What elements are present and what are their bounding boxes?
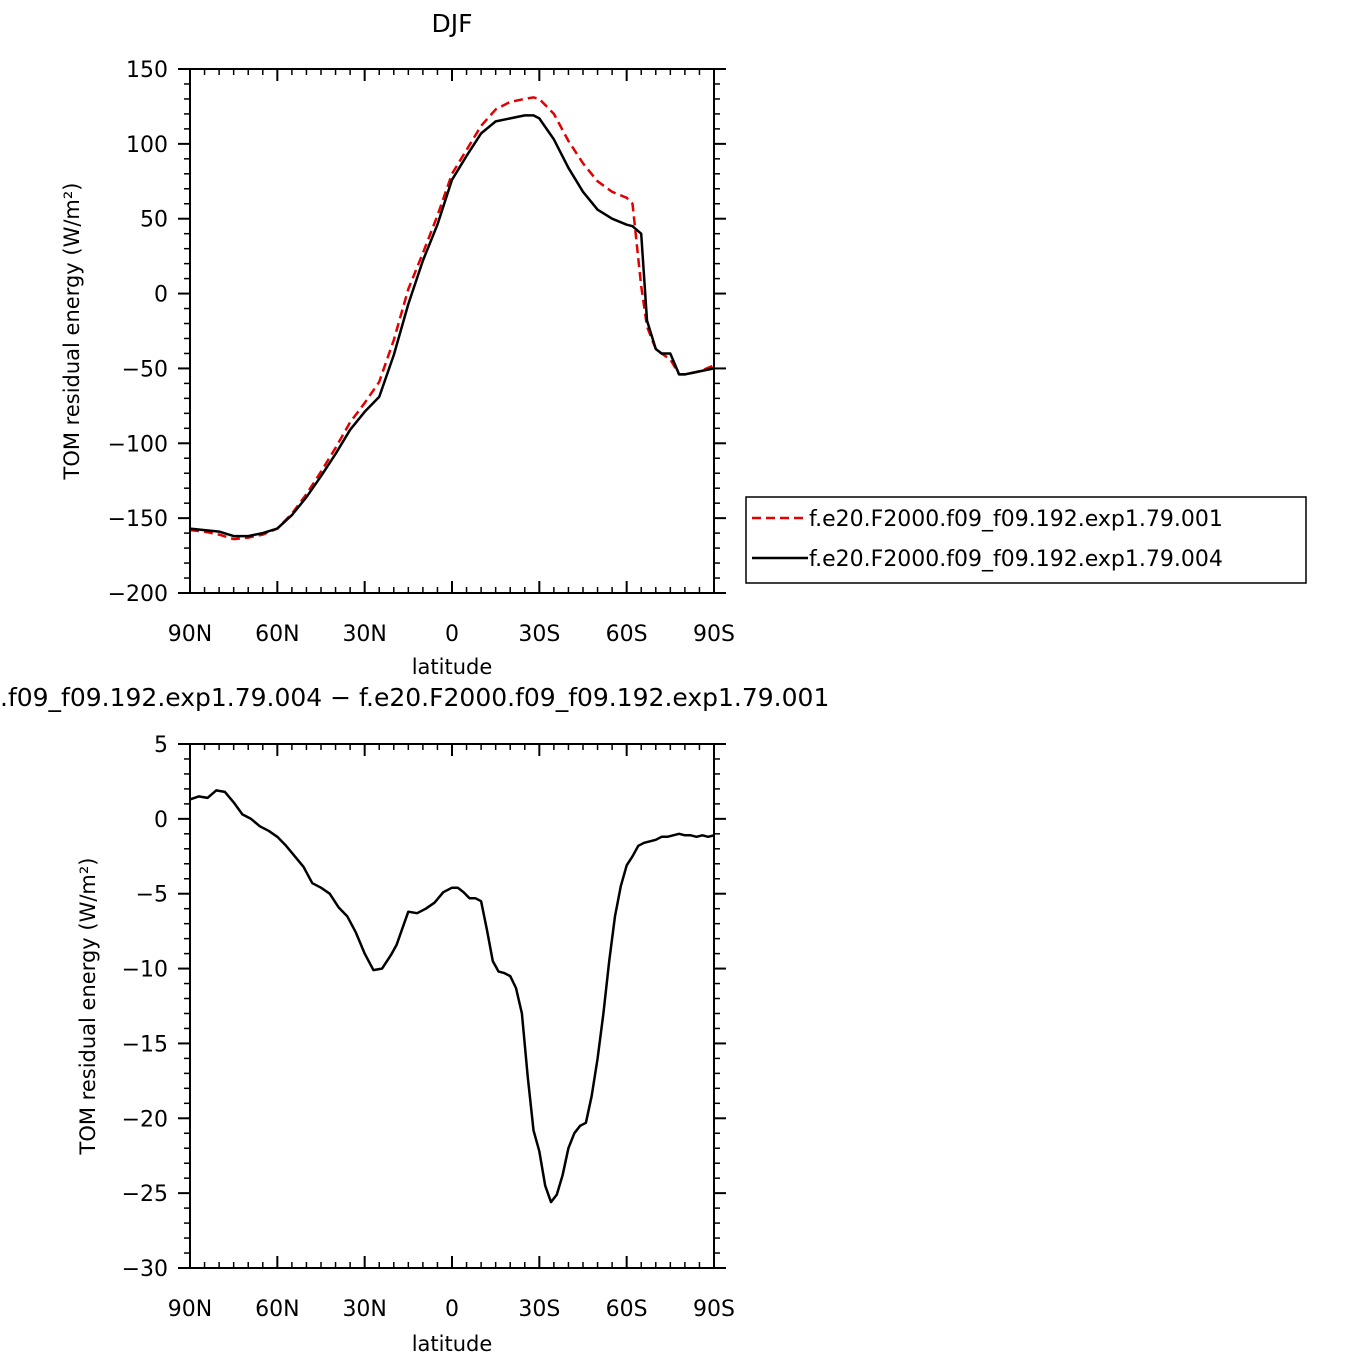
top-series-line-2 [189,114,715,538]
bottom-y-tick-label: 5 [154,733,168,758]
top-y-tick-label: −50 [122,357,168,382]
top-x-tick-label: 60N [255,622,299,647]
top-x-tick-label: 90N [168,622,212,647]
top-y-tick-label: 0 [154,283,168,308]
bottom-y-tick-label: −10 [122,958,168,983]
bottom-x-tick-label: 60S [606,1297,648,1322]
bottom-y-tick-label: −30 [122,1257,168,1282]
top-x-tick-label: 90S [693,622,735,647]
bottom-x-tick-label: 90S [693,1297,735,1322]
bottom-panel: .f09_f09.192.exp1.79.004 − f.e20.F2000.f… [0,683,829,1356]
top-plot-frame [189,68,715,594]
legend-label-series-2: f.e20.F2000.f09_f09.192.exp1.79.004 [809,547,1223,572]
top-y-tick-label: −200 [108,582,168,607]
top-series-group [189,96,715,541]
bottom-y-tick-label: −20 [122,1107,168,1132]
top-y-axis-label: TOM residual energy (W/m²) [60,183,84,481]
legend: f.e20.F2000.f09_f09.192.exp1.79.001 f.e2… [745,496,1307,584]
top-panel-title: DJF [431,9,472,38]
top-y-tick-label: −100 [108,432,168,457]
bottom-y-tick-label: −5 [136,883,168,908]
bottom-y-tick-label: 0 [154,808,168,833]
top-y-tick-label: 100 [126,133,168,158]
bottom-x-tick-label: 0 [445,1297,459,1322]
top-series-line-1 [189,96,715,541]
top-x-axis-label: latitude [412,655,493,679]
bottom-y-tick-label: −25 [122,1182,168,1207]
bottom-series-line-1 [189,789,715,1204]
top-y-tick-label: 50 [140,208,168,233]
top-y-tick-label: 150 [126,58,168,83]
top-x-tick-label: 0 [445,622,459,647]
legend-box [745,496,1307,584]
bottom-x-tick-label: 30S [518,1297,560,1322]
bottom-axis-ticks: 90N 60N 30N 0 30S 60S 90S 5 0 −5 −10 −15 −20 −25 −30 [122,733,735,1322]
legend-label-series-1: f.e20.F2000.f09_f09.192.exp1.79.001 [809,507,1223,532]
bottom-y-tick-label: −15 [122,1032,168,1057]
bottom-x-axis-label: latitude [412,1332,493,1356]
top-axis-ticks: 90N 60N 30N 0 30S 60S 90S 150 100 50 0 −50 −100 −150 −… [108,58,735,647]
bottom-series-group [189,789,715,1204]
top-x-tick-label: 30N [342,622,386,647]
bottom-plot-frame [189,743,715,1269]
bottom-x-tick-label: 30N [342,1297,386,1322]
top-panel: DJF 90N 60N 30N 0 30S 60S 90S 150 100 50 0 −50 −100 −… [60,9,1307,679]
bottom-y-axis-label: TOM residual energy (W/m²) [76,858,100,1156]
top-x-tick-label: 60S [606,622,648,647]
bottom-panel-title: .f09_f09.192.exp1.79.004 − f.e20.F2000.f… [0,683,829,712]
top-y-tick-label: −150 [108,507,168,532]
bottom-x-tick-label: 90N [168,1297,212,1322]
top-x-tick-label: 30S [518,622,560,647]
bottom-x-tick-label: 60N [255,1297,299,1322]
